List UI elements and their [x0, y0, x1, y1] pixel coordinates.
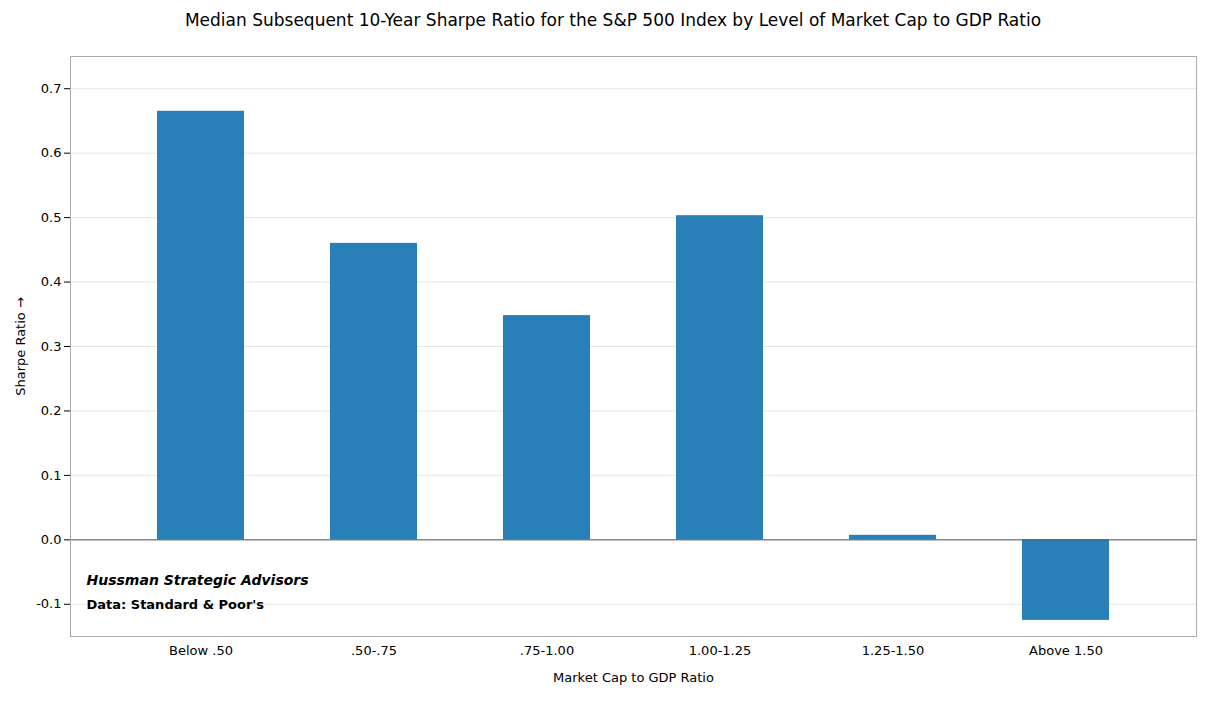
svg-text:Sharpe Ratio →: Sharpe Ratio → — [13, 297, 28, 396]
svg-text:0.2: 0.2 — [41, 403, 62, 418]
svg-text:0.3: 0.3 — [41, 339, 62, 354]
svg-text:Below .50: Below .50 — [169, 643, 233, 658]
svg-text:0.4: 0.4 — [41, 274, 62, 289]
svg-text:Above 1.50: Above 1.50 — [1029, 643, 1103, 658]
svg-text:Data: Standard & Poor's: Data: Standard & Poor's — [87, 597, 265, 612]
svg-text:0.7: 0.7 — [41, 81, 62, 96]
svg-text:0.1: 0.1 — [41, 468, 62, 483]
svg-text:Market Cap to GDP Ratio: Market Cap to GDP Ratio — [553, 670, 714, 685]
html-text:Median Subsequent 10-Year Shar: Median Subsequent 10-Year Sharpe Ratio f… — [184, 10, 1042, 30]
svg-text:0.5: 0.5 — [41, 210, 62, 225]
svg-text:0.6: 0.6 — [41, 145, 62, 160]
svg-text:1.25-1.50: 1.25-1.50 — [862, 643, 925, 658]
svg-text:0.0: 0.0 — [41, 532, 62, 547]
svg-text:.75-1.00: .75-1.00 — [520, 643, 574, 658]
svg-text:Hussman Strategic Advisors: Hussman Strategic Advisors — [87, 572, 309, 588]
svg-text:.50-.75: .50-.75 — [351, 643, 397, 658]
svg-text:-0.1: -0.1 — [36, 596, 61, 611]
svg-text:1.00-1.25: 1.00-1.25 — [689, 643, 752, 658]
